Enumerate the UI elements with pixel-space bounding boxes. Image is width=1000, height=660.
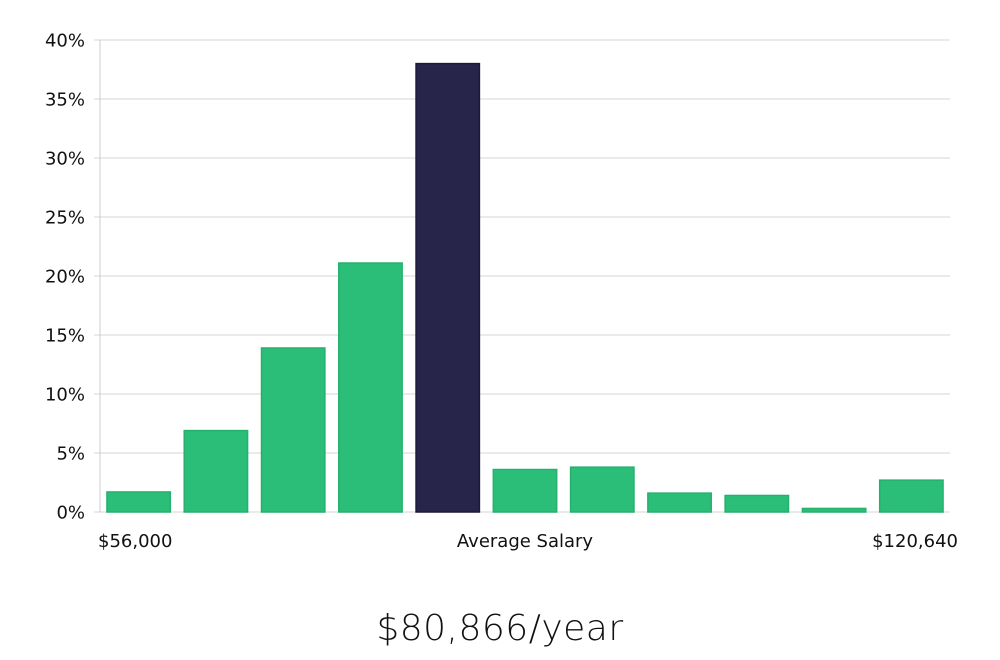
bar [183, 429, 249, 513]
bar [569, 466, 635, 513]
bar [801, 507, 867, 513]
y-tick-label: 5% [56, 444, 85, 465]
y-tick-label: 20% [45, 267, 85, 288]
bar [260, 347, 326, 513]
y-tick-label: 25% [45, 208, 85, 229]
y-tick-label: 0% [56, 503, 85, 524]
bar [338, 262, 403, 513]
y-tick-label: 30% [45, 149, 85, 170]
bar [878, 479, 944, 513]
bar-average [415, 62, 481, 513]
bar [492, 468, 558, 513]
y-tick-label: 15% [45, 326, 85, 347]
x-label-max: $120,640 [872, 531, 958, 552]
bars [106, 62, 944, 513]
y-tick-label: 10% [45, 385, 85, 406]
y-tick-label: 40% [45, 31, 85, 52]
bar [647, 492, 712, 513]
salary-histogram: 0% 5% 10% 15% 20% 25% 30% 35% 40% $56,000 Averag… [45, 31, 958, 553]
y-tick-label: 35% [45, 90, 85, 111]
x-label-min: $56,000 [98, 531, 172, 552]
x-label-average: Average Salary [457, 531, 594, 552]
bar [724, 494, 790, 513]
bar [106, 491, 172, 513]
average-salary-value: $80,866/year [376, 608, 624, 649]
y-axis-ticks: 0% 5% 10% 15% 20% 25% 30% 35% 40% [45, 31, 85, 524]
